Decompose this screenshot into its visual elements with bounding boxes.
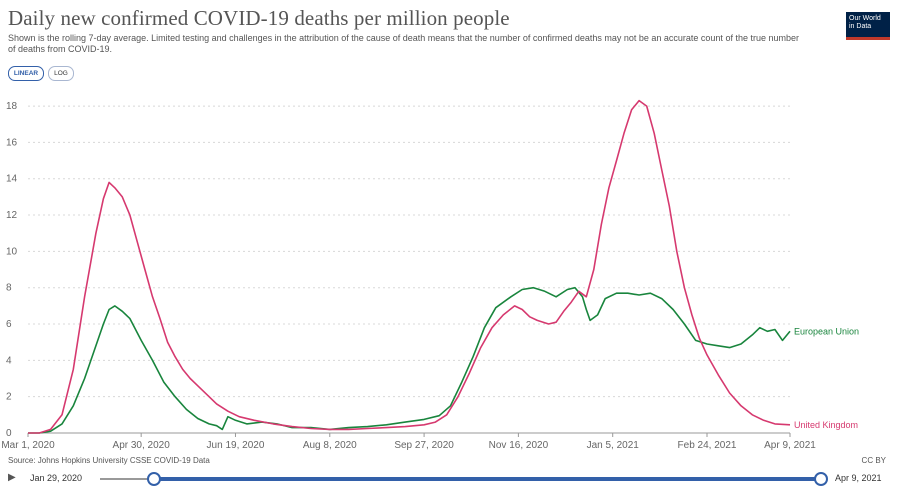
y-tick-label: 0 <box>6 428 12 439</box>
y-tick-label: 4 <box>6 355 12 366</box>
x-tick-label: Nov 16, 2020 <box>489 440 549 451</box>
x-tick-label: Jun 19, 2020 <box>207 440 265 451</box>
timeline-start-label: Jan 29, 2020 <box>30 473 83 483</box>
y-tick-label: 16 <box>6 137 18 148</box>
log-scale-toggle[interactable]: LOG <box>48 66 74 81</box>
y-tick-label: 8 <box>6 283 12 294</box>
x-tick-label: Sep 27, 2020 <box>394 440 454 451</box>
source-note: Source: Johns Hopkins University CSSE CO… <box>8 456 210 465</box>
timeline-start-handle[interactable] <box>147 472 161 486</box>
owid-logo-text: Our World in Data <box>849 15 881 30</box>
x-tick-label: Apr 9, 2021 <box>764 440 816 451</box>
series-label: European Union <box>794 326 859 336</box>
series-line-united-kingdom <box>28 99 791 434</box>
timeline-end-label: Apr 9, 2021 <box>835 473 882 483</box>
y-tick-label: 2 <box>6 392 12 403</box>
linear-scale-toggle[interactable]: LINEAR <box>8 66 44 81</box>
license-link[interactable]: CC BY <box>861 456 886 465</box>
series-label: United Kingdom <box>794 420 858 430</box>
y-tick-label: 12 <box>6 210 18 221</box>
y-tick-label: 6 <box>6 319 12 330</box>
chart-subtitle: Shown is the rolling 7-day average. Limi… <box>8 33 799 54</box>
y-tick-label: 14 <box>6 174 18 185</box>
line-chart: 0 2 4 6 8 10 12 14 16 18 Mar 1, 2020 Apr 30, 2020 Ju… <box>1 99 859 451</box>
timeline-selected-range <box>153 477 821 481</box>
x-tick-label: Apr 30, 2020 <box>113 440 171 451</box>
y-tick-label: 18 <box>6 101 18 112</box>
logo-bar <box>846 37 890 40</box>
x-tick-label: Feb 24, 2021 <box>678 440 737 451</box>
play-icon[interactable]: ▶ <box>8 472 16 483</box>
timeline-end-handle[interactable] <box>814 472 828 486</box>
y-tick-label: 10 <box>6 246 18 257</box>
series-line-european-union <box>28 286 791 434</box>
x-tick-label: Mar 1, 2020 <box>1 440 55 451</box>
owid-logo[interactable]: Our World in Data <box>846 12 890 40</box>
timeline: ▶ Jan 29, 2020 Apr 9, 2021 <box>0 466 900 494</box>
x-tick-label: Aug 8, 2020 <box>303 440 357 451</box>
x-tick-label: Jan 5, 2021 <box>587 440 640 451</box>
chart-title: Daily new confirmed COVID-19 deaths per … <box>8 6 510 30</box>
